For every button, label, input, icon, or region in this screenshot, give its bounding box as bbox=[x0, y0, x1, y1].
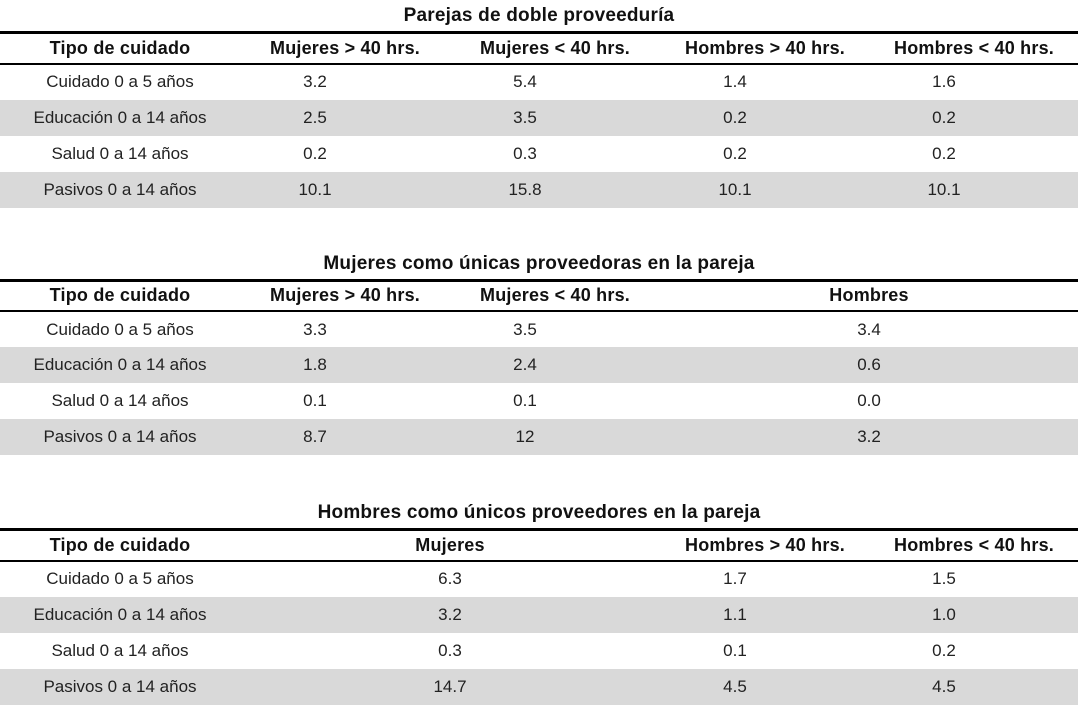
cell-value: 2.5 bbox=[303, 107, 327, 127]
cell-value: 1.4 bbox=[723, 72, 747, 91]
cell-value: 0.1 bbox=[303, 391, 327, 410]
table-row-salud: Salud 0 a 14 años 0.2 0.3 0.2 0.2 bbox=[0, 136, 1078, 172]
cell-value: 6.3 bbox=[438, 569, 462, 588]
cell-value: 8.7 bbox=[303, 427, 327, 446]
table-row-salud: Salud 0 a 14 años 0.1 0.1 0.0 bbox=[0, 383, 1078, 419]
row-label: Cuidado 0 a 5 años bbox=[46, 319, 194, 339]
table-row-pasivos: Pasivos 0 a 14 años 8.7 12 3.2 bbox=[0, 419, 1078, 455]
cell-value: 10.1 bbox=[718, 179, 752, 199]
section-mujeres-unicas-proveedoras: Mujeres como únicas proveedoras en la pa… bbox=[0, 208, 1078, 455]
cell-value: 0.2 bbox=[932, 640, 956, 660]
cell-value: 0.2 bbox=[303, 143, 327, 163]
col-header-mujeres-menos-40: Mujeres < 40 hrs. bbox=[450, 278, 660, 312]
table-row-salud: Salud 0 a 14 años 0.3 0.1 0.2 bbox=[0, 633, 1078, 669]
row-label: Pasivos 0 a 14 años bbox=[43, 179, 197, 199]
cell-value: 0.6 bbox=[857, 355, 881, 374]
table-row-cuidado: Cuidado 0 a 5 años 3.3 3.5 3.4 bbox=[0, 311, 1078, 347]
col-header-tipo-de-cuidado: Tipo de cuidado bbox=[0, 528, 240, 562]
header-row: Tipo de cuidado Mujeres Hombres > 40 hrs… bbox=[0, 528, 1078, 562]
cell-value: 1.0 bbox=[932, 604, 956, 624]
cell-value: 10.1 bbox=[927, 179, 961, 199]
col-header-mujeres: Mujeres bbox=[240, 528, 660, 562]
section-hombres-unicos-proveedores: Hombres como únicos proveedores en la pa… bbox=[0, 455, 1078, 705]
cell-value: 3.2 bbox=[438, 604, 462, 624]
col-header-hombres-menos-40: Hombres < 40 hrs. bbox=[870, 528, 1078, 562]
cell-value: 0.3 bbox=[513, 143, 537, 163]
cell-value: 10.1 bbox=[298, 179, 332, 199]
row-label: Educación 0 a 14 años bbox=[33, 355, 207, 374]
cell-value: 12 bbox=[515, 427, 535, 446]
table-title-hombres-unicos-proveedores: Hombres como únicos proveedores en la pa… bbox=[317, 502, 761, 523]
cell-value: 0.1 bbox=[723, 640, 747, 660]
cell-value: 15.8 bbox=[508, 179, 542, 199]
cell-value: 0.2 bbox=[723, 107, 747, 127]
cell-value: 5.4 bbox=[513, 72, 537, 91]
col-header-hombres-mas-40: Hombres > 40 hrs. bbox=[660, 31, 870, 65]
cell-value: 0.2 bbox=[932, 143, 956, 163]
table-parejas-doble-proveeduria: Tipo de cuidado Mujeres > 40 hrs. Mujere… bbox=[0, 31, 1078, 208]
table-row-pasivos: Pasivos 0 a 14 años 10.1 15.8 10.1 10.1 bbox=[0, 171, 1078, 208]
cell-value: 3.5 bbox=[513, 107, 537, 127]
table-title-mujeres-unicas-proveedoras: Mujeres como únicas proveedoras en la pa… bbox=[323, 252, 755, 274]
table-title-parejas-doble-proveeduria: Parejas de doble proveeduría bbox=[403, 5, 675, 26]
table-row-pasivos: Pasivos 0 a 14 años 14.7 4.5 4.5 bbox=[0, 668, 1078, 705]
col-header-tipo-de-cuidado: Tipo de cuidado bbox=[0, 278, 240, 312]
row-label: Educación 0 a 14 años bbox=[33, 604, 207, 624]
table-row-cuidado: Cuidado 0 a 5 años 3.2 5.4 1.4 1.6 bbox=[0, 64, 1078, 100]
cell-value: 14.7 bbox=[433, 676, 467, 696]
row-label: Salud 0 a 14 años bbox=[51, 143, 189, 163]
row-label: Cuidado 0 a 5 años bbox=[46, 569, 194, 588]
cell-value: 0.0 bbox=[857, 391, 881, 410]
cell-value: 3.3 bbox=[303, 319, 327, 339]
cell-value: 3.5 bbox=[513, 319, 537, 339]
table-row-educacion: Educación 0 a 14 años 2.5 3.5 0.2 0.2 bbox=[0, 99, 1078, 136]
cell-value: 4.5 bbox=[723, 676, 747, 696]
cell-value: 0.2 bbox=[932, 107, 956, 127]
header-row: Tipo de cuidado Mujeres > 40 hrs. Mujere… bbox=[0, 31, 1078, 65]
cell-value: 1.1 bbox=[723, 604, 747, 624]
cell-value: 1.5 bbox=[932, 569, 956, 588]
cell-value: 2.4 bbox=[513, 355, 537, 374]
cell-value: 3.2 bbox=[857, 427, 881, 446]
col-header-hombres-menos-40: Hombres < 40 hrs. bbox=[870, 31, 1078, 65]
row-label: Salud 0 a 14 años bbox=[51, 640, 189, 660]
col-header-mujeres-mas-40: Mujeres > 40 hrs. bbox=[240, 278, 450, 312]
table-hombres-unicos-proveedores: Tipo de cuidado Mujeres Hombres > 40 hrs… bbox=[0, 528, 1078, 705]
col-header-hombres-mas-40: Hombres > 40 hrs. bbox=[660, 528, 870, 562]
cell-value: 0.3 bbox=[438, 640, 462, 660]
table-row-educacion: Educación 0 a 14 años 3.2 1.1 1.0 bbox=[0, 596, 1078, 633]
cell-value: 1.8 bbox=[303, 355, 327, 374]
cell-value: 0.1 bbox=[513, 391, 537, 410]
table-row-cuidado: Cuidado 0 a 5 años 6.3 1.7 1.5 bbox=[0, 561, 1078, 597]
cell-value: 1.6 bbox=[932, 72, 956, 91]
section-parejas-doble-proveeduria: Parejas de doble proveeduría Tipo de cui… bbox=[0, 0, 1078, 208]
row-label: Educación 0 a 14 años bbox=[33, 107, 207, 127]
col-header-hombres: Hombres bbox=[660, 278, 1078, 312]
row-label: Pasivos 0 a 14 años bbox=[43, 676, 197, 696]
col-header-mujeres-mas-40: Mujeres > 40 hrs. bbox=[240, 31, 450, 65]
table-mujeres-unicas-proveedoras: Tipo de cuidado Mujeres > 40 hrs. Mujere… bbox=[0, 278, 1078, 455]
cell-value: 4.5 bbox=[932, 676, 956, 696]
header-row: Tipo de cuidado Mujeres > 40 hrs. Mujere… bbox=[0, 278, 1078, 312]
row-label: Salud 0 a 14 años bbox=[51, 391, 189, 410]
cell-value: 0.2 bbox=[723, 143, 747, 163]
row-label: Cuidado 0 a 5 años bbox=[46, 72, 194, 91]
cell-value: 3.4 bbox=[857, 319, 881, 339]
cell-value: 1.7 bbox=[723, 569, 747, 588]
row-label: Pasivos 0 a 14 años bbox=[43, 427, 197, 446]
cell-value: 3.2 bbox=[303, 72, 327, 91]
col-header-tipo-de-cuidado: Tipo de cuidado bbox=[0, 31, 240, 65]
table-row-educacion: Educación 0 a 14 años 1.8 2.4 0.6 bbox=[0, 347, 1078, 383]
col-header-mujeres-menos-40: Mujeres < 40 hrs. bbox=[450, 31, 660, 65]
